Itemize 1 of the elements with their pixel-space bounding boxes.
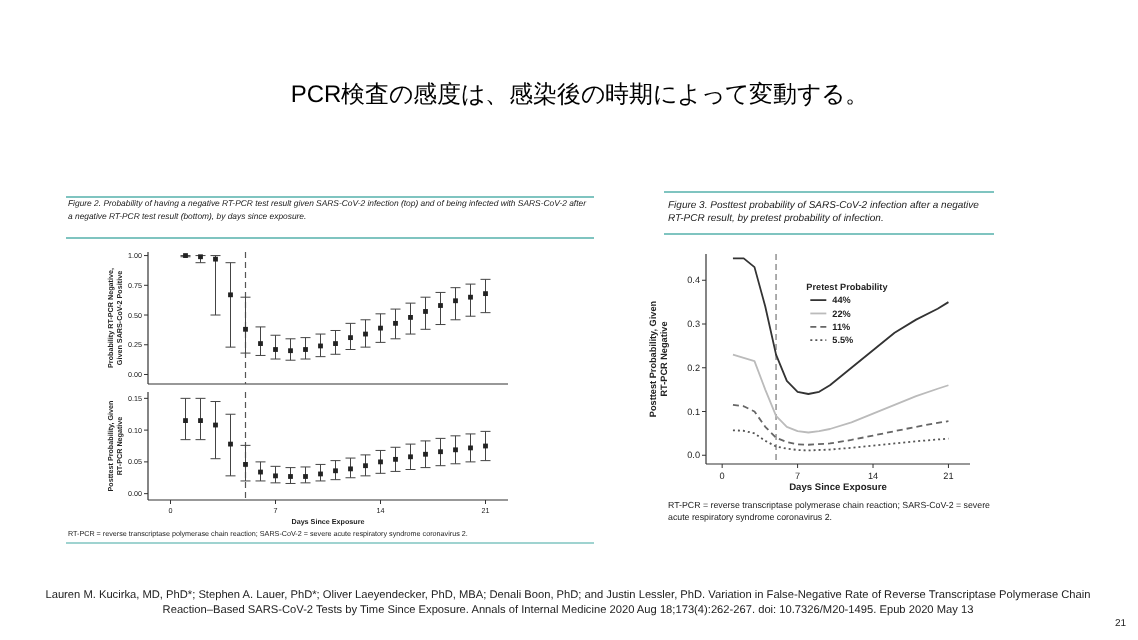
text: PCR検査の感度は、感染後の時期によって変動する。	[290, 80, 870, 108]
